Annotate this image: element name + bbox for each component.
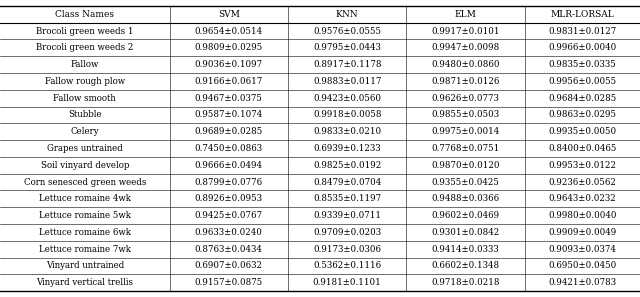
Text: Brocoli green weeds 1: Brocoli green weeds 1: [36, 27, 134, 36]
Text: 0.9093±0.0374: 0.9093±0.0374: [548, 245, 616, 254]
Text: 0.9654±0.0514: 0.9654±0.0514: [195, 27, 263, 36]
Text: 0.9643±0.0232: 0.9643±0.0232: [548, 194, 616, 203]
Text: 0.8763±0.0434: 0.8763±0.0434: [195, 245, 263, 254]
Text: Fallow rough plow: Fallow rough plow: [45, 77, 125, 86]
Text: 0.9626±0.0773: 0.9626±0.0773: [431, 94, 500, 103]
Text: SVM: SVM: [218, 10, 240, 19]
Text: 0.9918±0.0058: 0.9918±0.0058: [313, 110, 381, 119]
Text: 0.9947±0.0098: 0.9947±0.0098: [431, 43, 500, 52]
Text: 0.9809±0.0295: 0.9809±0.0295: [195, 43, 263, 52]
Text: 0.9488±0.0366: 0.9488±0.0366: [431, 194, 500, 203]
Text: 0.7450±0.0863: 0.7450±0.0863: [195, 144, 263, 153]
Text: 0.9587±0.1074: 0.9587±0.1074: [195, 110, 263, 119]
Text: 0.6939±0.1233: 0.6939±0.1233: [314, 144, 381, 153]
Text: 0.9666±0.0494: 0.9666±0.0494: [195, 161, 263, 170]
Text: 0.9301±0.0842: 0.9301±0.0842: [431, 228, 500, 237]
Text: Class Names: Class Names: [55, 10, 115, 19]
Text: 0.9855±0.0503: 0.9855±0.0503: [431, 110, 500, 119]
Text: 0.9917±0.0101: 0.9917±0.0101: [431, 27, 500, 36]
Text: 0.9181±0.1101: 0.9181±0.1101: [313, 278, 381, 287]
Text: 0.9956±0.0055: 0.9956±0.0055: [548, 77, 616, 86]
Text: 0.9709±0.0203: 0.9709±0.0203: [313, 228, 381, 237]
Text: Soil vinyard develop: Soil vinyard develop: [40, 161, 129, 170]
Text: 0.6950±0.0450: 0.6950±0.0450: [548, 261, 616, 270]
Text: Stubble: Stubble: [68, 110, 102, 119]
Text: 0.9863±0.0295: 0.9863±0.0295: [548, 110, 616, 119]
Text: 0.5362±0.1116: 0.5362±0.1116: [313, 261, 381, 270]
Text: 0.8926±0.0953: 0.8926±0.0953: [195, 194, 263, 203]
Text: 0.9909±0.0049: 0.9909±0.0049: [548, 228, 616, 237]
Text: 0.9953±0.0122: 0.9953±0.0122: [548, 161, 616, 170]
Text: Fallow smooth: Fallow smooth: [53, 94, 116, 103]
Text: 0.8535±0.1197: 0.8535±0.1197: [313, 194, 381, 203]
Text: 0.9966±0.0040: 0.9966±0.0040: [548, 43, 616, 52]
Text: 0.9980±0.0040: 0.9980±0.0040: [548, 211, 617, 220]
Text: KNN: KNN: [336, 10, 358, 19]
Text: 0.9689±0.0285: 0.9689±0.0285: [195, 127, 263, 136]
Text: 0.9467±0.0375: 0.9467±0.0375: [195, 94, 263, 103]
Text: 0.9833±0.0210: 0.9833±0.0210: [313, 127, 381, 136]
Text: Grapes untrained: Grapes untrained: [47, 144, 123, 153]
Text: 0.8917±0.1178: 0.8917±0.1178: [313, 60, 381, 69]
Text: 0.9414±0.0333: 0.9414±0.0333: [432, 245, 499, 254]
Text: 0.9718±0.0218: 0.9718±0.0218: [431, 278, 500, 287]
Text: Vinyard untrained: Vinyard untrained: [45, 261, 124, 270]
Text: 0.9975±0.0014: 0.9975±0.0014: [431, 127, 500, 136]
Text: 0.9339±0.0711: 0.9339±0.0711: [313, 211, 381, 220]
Text: 0.9576±0.0555: 0.9576±0.0555: [313, 27, 381, 36]
Text: 0.9166±0.0617: 0.9166±0.0617: [195, 77, 263, 86]
Text: 0.9602±0.0469: 0.9602±0.0469: [431, 211, 500, 220]
Text: 0.6602±0.1348: 0.6602±0.1348: [431, 261, 500, 270]
Text: 0.9935±0.0050: 0.9935±0.0050: [548, 127, 616, 136]
Text: Corn senesced green weeds: Corn senesced green weeds: [24, 178, 146, 187]
Text: 0.9425±0.0767: 0.9425±0.0767: [195, 211, 263, 220]
Text: Fallow: Fallow: [70, 60, 99, 69]
Text: Celery: Celery: [70, 127, 99, 136]
Text: 0.8799±0.0776: 0.8799±0.0776: [195, 178, 263, 187]
Text: 0.7768±0.0751: 0.7768±0.0751: [431, 144, 500, 153]
Text: Lettuce romaine 4wk: Lettuce romaine 4wk: [39, 194, 131, 203]
Text: Lettuce romaine 6wk: Lettuce romaine 6wk: [39, 228, 131, 237]
Text: Lettuce romaine 7wk: Lettuce romaine 7wk: [39, 245, 131, 254]
Text: MLR-LORSAL: MLR-LORSAL: [550, 10, 614, 19]
Text: 0.9831±0.0127: 0.9831±0.0127: [548, 27, 616, 36]
Text: 0.9355±0.0425: 0.9355±0.0425: [431, 178, 500, 187]
Text: 0.9684±0.0285: 0.9684±0.0285: [548, 94, 616, 103]
Text: 0.9795±0.0443: 0.9795±0.0443: [313, 43, 381, 52]
Text: 0.9871±0.0126: 0.9871±0.0126: [431, 77, 500, 86]
Text: 0.9236±0.0562: 0.9236±0.0562: [548, 178, 616, 187]
Text: 0.9423±0.0560: 0.9423±0.0560: [313, 94, 381, 103]
Text: Brocoli green weeds 2: Brocoli green weeds 2: [36, 43, 134, 52]
Text: 0.9883±0.0117: 0.9883±0.0117: [313, 77, 381, 86]
Text: 0.8400±0.0465: 0.8400±0.0465: [548, 144, 616, 153]
Text: 0.9036±0.1097: 0.9036±0.1097: [195, 60, 263, 69]
Text: 0.9157±0.0875: 0.9157±0.0875: [195, 278, 263, 287]
Text: 0.9835±0.0335: 0.9835±0.0335: [548, 60, 616, 69]
Text: ELM: ELM: [454, 10, 477, 19]
Text: 0.9633±0.0240: 0.9633±0.0240: [195, 228, 263, 237]
Text: 0.9480±0.0860: 0.9480±0.0860: [431, 60, 500, 69]
Text: 0.9173±0.0306: 0.9173±0.0306: [313, 245, 381, 254]
Text: 0.6907±0.0632: 0.6907±0.0632: [195, 261, 263, 270]
Text: Lettuce romaine 5wk: Lettuce romaine 5wk: [39, 211, 131, 220]
Text: 0.9870±0.0120: 0.9870±0.0120: [431, 161, 500, 170]
Text: 0.9825±0.0192: 0.9825±0.0192: [313, 161, 381, 170]
Text: 0.9421±0.0783: 0.9421±0.0783: [548, 278, 616, 287]
Text: 0.8479±0.0704: 0.8479±0.0704: [313, 178, 381, 187]
Text: Vinyard vertical trellis: Vinyard vertical trellis: [36, 278, 133, 287]
